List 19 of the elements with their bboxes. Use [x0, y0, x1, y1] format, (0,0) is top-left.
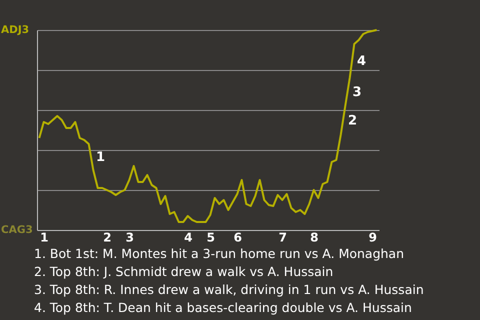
- x-tick-label: 1: [40, 230, 48, 244]
- text: 3. Top 8th: R. Innes drew a walk, driving in 1 run vs A. Hussain: [34, 282, 424, 297]
- annotation: 1: [96, 150, 106, 165]
- text: 1. Bot 1st: M. Montes hit a 3-run home run vs A. Monaghan: [34, 246, 404, 261]
- text: 4. Top 8th: T. Dean hit a bases-clearing double vs A. Hussain: [34, 300, 412, 315]
- x-tick-label: 2: [103, 230, 112, 244]
- x-tick-label: 9: [368, 230, 377, 244]
- annotation: 4: [357, 54, 366, 69]
- x-tick-label: 4: [184, 230, 192, 244]
- annotation: 3: [352, 85, 362, 100]
- x-tick-label: 6: [234, 230, 242, 244]
- x-tick-label: 7: [278, 230, 287, 244]
- text: ADJ3: [1, 24, 30, 36]
- text: CAG3: [1, 224, 33, 236]
- x-tick-label: 3: [126, 230, 134, 244]
- text: 2. Top 8th: J. Schmidt drew a walk vs A. Hussain: [34, 264, 334, 279]
- x-tick-label: 5: [206, 230, 215, 244]
- annotation: 2: [348, 114, 358, 128]
- x-tick-label: 8: [310, 230, 318, 244]
